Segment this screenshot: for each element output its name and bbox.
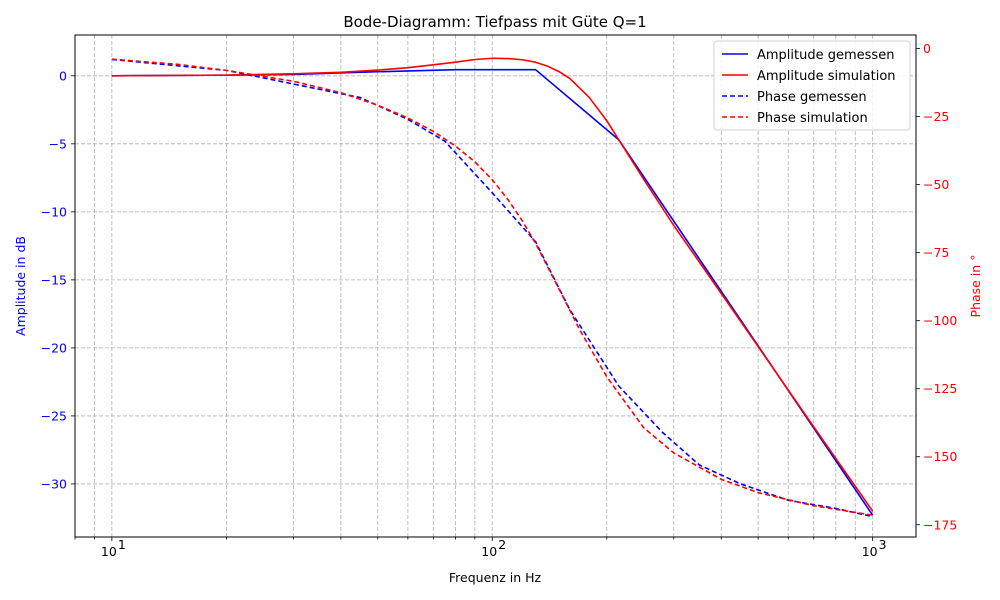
series-lines	[111, 57, 874, 518]
legend-label-phase-gemessen: Phase gemessen	[757, 90, 867, 105]
y-left-tick-label: −25	[41, 408, 67, 423]
x-tick-exponent: 1	[118, 537, 126, 552]
legend-label-amplitude-simulation: Amplitude simulation	[757, 69, 896, 84]
legend-label-phase-simulation: Phase simulation	[757, 111, 868, 126]
y-left-tick-label: −15	[41, 272, 67, 287]
y-right-tick-label: −50	[923, 177, 949, 192]
x-axis-label: Frequenz in Hz	[449, 570, 542, 585]
chart-title: Bode-Diagramm: Tiefpass mit Güte Q=1	[343, 13, 646, 31]
plot-frame	[74, 34, 917, 538]
y-right-tick-label: −75	[923, 245, 949, 260]
y-right-tick-label: −175	[923, 517, 957, 532]
y-left-tick-label: 0	[59, 68, 67, 83]
legend: Amplitude gemessen Amplitude simulation …	[713, 40, 911, 131]
y-left-tick-label: −5	[49, 136, 67, 151]
y-left-tick-label: −30	[41, 476, 67, 491]
x-tick-exponent: 2	[498, 537, 506, 552]
y-left-tick-label: −20	[41, 340, 67, 355]
axis-ticks: 0 −5 −10 −15 −20 −25 −30 0 −25 −50 −75 −100 −125 −150…	[41, 41, 958, 559]
legend-label-amplitude-gemessen: Amplitude gemessen	[757, 48, 894, 63]
legend-box	[713, 40, 911, 131]
x-tick-label: 10	[862, 544, 878, 559]
x-tick-exponent: 3	[879, 537, 887, 552]
y-axis-label-right: Phase in °	[968, 255, 983, 318]
y-axis-label-left: Amplitude in dB	[13, 236, 28, 336]
y-right-tick-label: −125	[923, 381, 957, 396]
y-right-tick-label: −150	[923, 449, 957, 464]
y-left-tick-label: −10	[41, 204, 67, 219]
y-right-tick-label: 0	[923, 41, 931, 56]
x-tick-label: 10	[481, 544, 497, 559]
y-right-tick-label: −100	[923, 313, 957, 328]
series-line-phase-simulation	[111, 58, 873, 517]
y-right-tick-label: −25	[923, 109, 949, 124]
x-tick-label: 10	[101, 544, 117, 559]
series-line-amplitude-simulation	[111, 57, 874, 512]
